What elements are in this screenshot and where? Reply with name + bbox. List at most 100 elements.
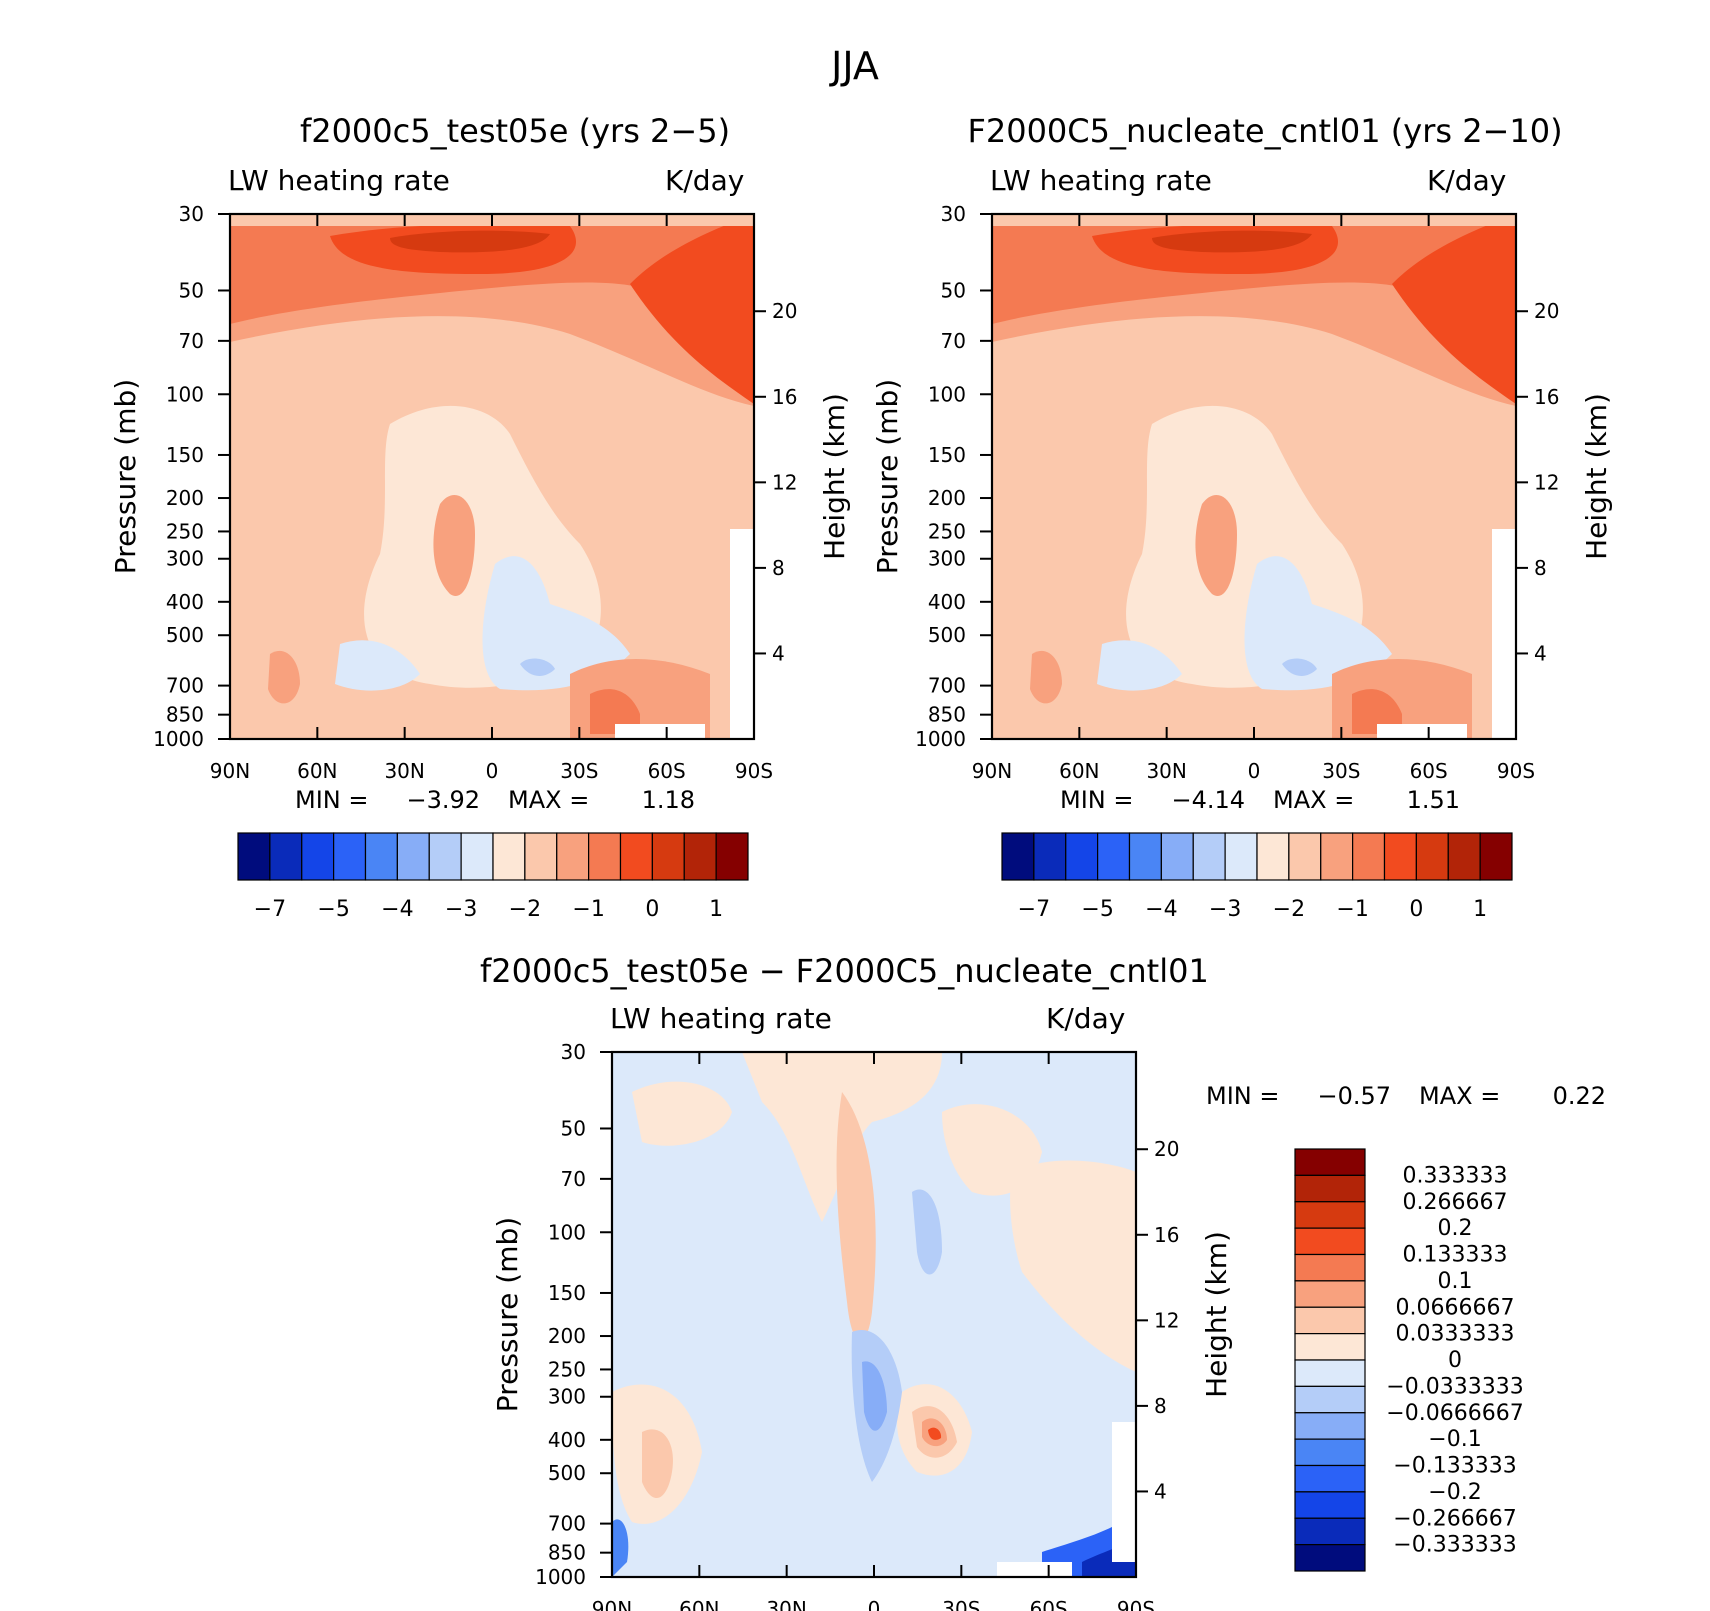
panel3-colorbar-label: −0.0666667: [1386, 1401, 1523, 1426]
panel2-colorbar-box: [1033, 832, 1067, 881]
panel1-colorbar-box: [460, 832, 494, 881]
panel1-xtick-label: 90N: [210, 759, 250, 783]
panel1-colorbar-label: 1: [709, 897, 723, 922]
panel2-ytick-label: 500: [928, 623, 966, 647]
panel3-title: f2000c5_test05e − F2000C5_nucleate_cntl0…: [480, 952, 1209, 990]
panel3-stats: MIN = −0.57 MAX = 0.22: [1206, 1082, 1606, 1110]
panel3-y2tick-label: 4: [1154, 1479, 1167, 1503]
panel2-colorbar-box: [1415, 832, 1449, 881]
panel1-ytick-label: 200: [166, 486, 204, 510]
panel2-y2tick-label: 8: [1534, 556, 1547, 580]
panel3-xtick-label: 60N: [679, 1597, 719, 1611]
panel2-xtick-label: 60N: [1059, 759, 1099, 783]
panel3-ytick-label: 1000: [535, 1565, 586, 1589]
panel2-missing-region: [1377, 724, 1467, 739]
panel1-title: f2000c5_test05e (yrs 2−5): [299, 112, 731, 150]
panel2-ytick-label: 200: [928, 486, 966, 510]
panel3-xtick-label: 30S: [942, 1597, 980, 1611]
panel3-colorbar-box: [1294, 1201, 1366, 1229]
panel3-colorbar-box: [1294, 1333, 1366, 1361]
panel2-band-cool-b: [1097, 640, 1182, 691]
panel3-y2tick-label: 12: [1154, 1308, 1179, 1332]
panel1-ytick-label: 70: [179, 329, 204, 353]
panel2-xtick-label: 30N: [1146, 759, 1186, 783]
panel2-ytick-label: 850: [928, 703, 966, 727]
panel1-colorbar-box: [301, 832, 335, 881]
panel2-colorbar-box: [1128, 832, 1162, 881]
panel3-subtitle-right: K/day: [1046, 1002, 1126, 1035]
panel3-ytick-label: 70: [561, 1167, 586, 1191]
panel1-ytick-label: 300: [166, 547, 204, 571]
panel2-colorbar-box: [1383, 832, 1417, 881]
panel3-colorbar-label: −0.0333333: [1386, 1374, 1523, 1399]
panel3-ytick-label: 300: [548, 1385, 586, 1409]
panel1-colorbar-box: [619, 832, 653, 881]
panel2-colorbar-box: [1479, 832, 1513, 881]
panel3-max-label: MAX =: [1419, 1082, 1500, 1110]
panel2-min-label: MIN =: [1060, 786, 1133, 814]
panel3-pos-col: [836, 1092, 876, 1341]
panel1-min-label: MIN =: [295, 786, 368, 814]
panel1-ytick-label: 150: [166, 443, 204, 467]
panel3-colorbar-box: [1294, 1544, 1366, 1572]
panel2-band-warm-low2: [1352, 689, 1402, 734]
panel1-band-cool-a: [482, 556, 630, 691]
panel1-xtick-label: 60N: [297, 759, 337, 783]
panel3-max-value: 0.22: [1553, 1082, 1606, 1110]
panel1-y2label: Height (km): [818, 393, 851, 560]
panel2-colorbar-label: −1: [1336, 897, 1368, 922]
panel1-subtitle-left: LW heating rate: [228, 164, 450, 197]
panel2-colorbar-label: −3: [1209, 897, 1241, 922]
panel1-band-cool-b: [335, 640, 420, 691]
panel2-band-cool-c: [1282, 658, 1317, 676]
panel1-band-warm-blob: [433, 495, 475, 596]
panel2-ylabel: Pressure (mb): [871, 379, 904, 574]
panel2-colorbar-box: [1001, 832, 1035, 881]
panel3-xtick-label: 30N: [766, 1597, 806, 1611]
panel2-xtick-label: 0: [1248, 759, 1261, 783]
panel3-pos-lower-w2: [642, 1429, 673, 1499]
panel2-colorbar-box: [1192, 832, 1226, 881]
panel2-colorbar-box: [1065, 832, 1099, 881]
panel1-colorbar-box: [237, 832, 271, 881]
panel2-colorbar-box: [1352, 832, 1386, 881]
panel3-colorbar-box: [1294, 1253, 1366, 1282]
panel2-ytick-label: 250: [928, 519, 966, 543]
panel3-colorbar-label: 0.2: [1438, 1216, 1473, 1241]
panel2-xtick-label: 90N: [972, 759, 1012, 783]
panel2-min-value: −4.14: [1171, 786, 1245, 814]
panel3-xtick-label: 90S: [1117, 1597, 1155, 1611]
panel1-y2tick-label: 4: [772, 641, 785, 665]
panel1-colorbar-label: −4: [381, 897, 413, 922]
panel3-y2tick-label: 20: [1154, 1137, 1179, 1161]
panel3-colorbar-box: [1294, 1227, 1366, 1256]
panel1-ytick-label: 700: [166, 674, 204, 698]
panel3-colorbar-label: 0.0333333: [1396, 1322, 1515, 1347]
panel1-ytick-label: 500: [166, 623, 204, 647]
panel3-colorbar-label: 0.0666667: [1396, 1295, 1515, 1320]
panel3-neg-col2: [862, 1361, 887, 1431]
panel1-ytick-label: 50: [179, 278, 204, 302]
panel1-colorbar-label: −2: [509, 897, 541, 922]
panel3-colorbar-label: −0.2: [1428, 1480, 1481, 1505]
panel1-xtick-label: 0: [486, 759, 499, 783]
panel3-min-label: MIN =: [1206, 1082, 1279, 1110]
page-title: JJA: [831, 44, 879, 88]
panel2-band-high-sh: [1392, 214, 1516, 404]
panel3-ytick-label: 700: [548, 1512, 586, 1536]
panel3-colorbar-label: 0.1: [1438, 1269, 1473, 1294]
panel3-colorbar-label: 0.133333: [1403, 1243, 1508, 1268]
panel1-band-high-sh: [630, 214, 754, 404]
panel3-pos-upper-a: [632, 1081, 732, 1146]
panel1-y2tick-label: 16: [772, 385, 797, 409]
panel3-colorbar-box: [1294, 1464, 1366, 1493]
panel1-colorbar-box: [396, 832, 430, 881]
panel2-band-cool-a: [1244, 556, 1392, 691]
panel3-colorbar-box: [1294, 1148, 1366, 1176]
panel3-y2tick-label: 8: [1154, 1394, 1167, 1418]
panel3-ytick-label: 150: [548, 1281, 586, 1305]
panel2-colorbar-box: [1320, 832, 1354, 881]
panel3-ytick-label: 200: [548, 1324, 586, 1348]
